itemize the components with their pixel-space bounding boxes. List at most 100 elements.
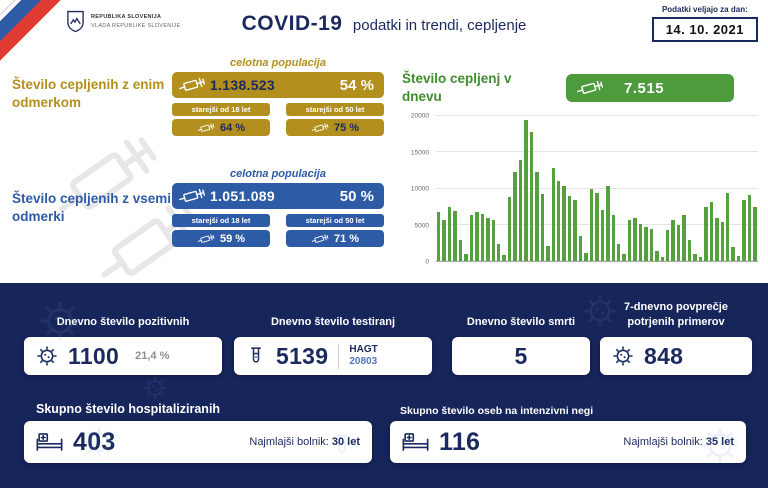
chart-bar — [747, 195, 752, 261]
chart-bar — [704, 207, 708, 261]
age-18-group: starejši od 18 let 64 % — [172, 103, 270, 136]
chart-bar — [655, 250, 659, 261]
card-daily-deaths: Dnevno število smrti 5 — [452, 293, 590, 375]
chart-ytick-label: 10000 — [410, 185, 429, 193]
youngest-value: 35 let — [705, 436, 734, 448]
age-18-label: starejši od 18 let — [172, 214, 270, 227]
chart-bar — [715, 218, 719, 261]
chart-bar — [573, 200, 577, 261]
test-tube-icon — [246, 346, 266, 366]
hospitalized-value: 403 — [73, 427, 116, 456]
bed-icon — [402, 432, 429, 452]
population-label: celotna populacija — [230, 168, 326, 180]
chart-bar — [616, 243, 621, 261]
chart-bar — [682, 214, 686, 261]
chart-bar — [507, 197, 512, 261]
chart-bar — [556, 181, 561, 261]
icu-title: Skupno število oseb na intenzivni negi — [400, 405, 594, 417]
chart-bar — [633, 217, 637, 261]
card-title: Dnevno število pozitivnih — [56, 315, 190, 328]
chart-bar — [671, 220, 675, 261]
chart-plot — [436, 116, 758, 261]
chart-yaxis: 0 5000 10000 15000 20000 — [404, 113, 432, 266]
stat-box: 848 — [600, 337, 752, 375]
page-title: COVID-19 podatki in trendi, cepljenje — [242, 12, 527, 36]
age-50-group: starejši od 50 let 75 % — [286, 103, 384, 136]
chart-bar — [496, 243, 501, 261]
decorative-virus-icon — [142, 375, 168, 401]
icu-youngest-note: Najmlajši bolnik: 35 let — [623, 436, 734, 448]
chart-bar — [491, 220, 495, 261]
chart-bar — [693, 253, 697, 261]
age-18-percent: 64 % — [219, 121, 246, 134]
chart-bar — [437, 211, 441, 261]
chart-bar — [666, 229, 670, 261]
date-section: Podatki veljajo za dan: 14. 10. 2021 — [651, 5, 758, 42]
age-50-percent: 71 % — [333, 232, 360, 245]
tests-value: 5139 — [276, 342, 329, 369]
stat-box: 5139 HAGT 20803 — [234, 337, 432, 375]
chart-bar — [753, 206, 757, 261]
population-label: celotna populacija — [230, 57, 326, 69]
hospitalized-title: Skupno število hospitaliziranih — [36, 402, 221, 416]
chart-bar — [540, 193, 545, 261]
syringe-icon — [310, 120, 330, 135]
all-doses-total-bar: 1.051.089 50 % — [172, 183, 384, 209]
chart-bar — [731, 246, 735, 261]
syringe-icon — [574, 76, 605, 99]
first-dose-percent: 54 % — [339, 76, 374, 94]
card-title: 7-dnevno povprečje potrjenih primerov — [624, 301, 728, 328]
syringe-icon — [196, 120, 216, 135]
chart-bar — [600, 209, 605, 261]
youngest-label: Najmlajši bolnik: — [623, 436, 703, 448]
chart-bar — [524, 120, 528, 261]
government-brand: REPUBLIKA SLOVENIJA VLADA REPUBLIKE SLOV… — [66, 9, 180, 34]
card-daily-positives: Dnevno število pozitivnih 1100 21,4 % — [24, 293, 222, 375]
virus-icon — [36, 345, 58, 367]
age-18-value: 64 % — [172, 119, 270, 136]
hagt-value: 20803 — [349, 356, 378, 367]
chart-bar — [649, 229, 654, 261]
chart-bar — [644, 226, 648, 261]
chart-bar — [676, 224, 681, 261]
average-value: 848 — [644, 342, 684, 369]
icu-value: 116 — [439, 427, 481, 456]
chart-ytick-label: 15000 — [410, 149, 429, 156]
chart-bar — [535, 171, 539, 261]
syringe-icon — [196, 231, 216, 246]
youngest-value: 30 let — [331, 436, 360, 448]
date-value: 14. 10. 2021 — [651, 17, 758, 42]
chart-bar — [742, 200, 746, 261]
chart-bar — [584, 253, 588, 261]
bed-icon — [36, 432, 63, 452]
chart-bar — [627, 220, 632, 261]
positives-percent-note: 21,4 % — [135, 350, 170, 362]
all-doses-count: 1.051.089 — [210, 188, 275, 204]
gov-line2: VLADA REPUBLIKE SLOVENIJE — [91, 22, 181, 29]
first-dose-count: 1.138.523 — [210, 77, 275, 93]
chart-bar — [518, 160, 523, 261]
age-50-value: 75 % — [286, 119, 384, 136]
chart-bar — [709, 202, 714, 261]
daily-statistics-section: Dnevno število pozitivnih 1100 21,4 % Dn… — [0, 283, 768, 488]
chart-bar — [551, 168, 555, 261]
chart-bar — [562, 185, 566, 261]
chart-bar — [464, 254, 468, 261]
chart-bar — [453, 210, 457, 261]
title-subtitle: podatki in trendi, cepljenje — [352, 17, 527, 34]
positives-value: 1100 — [68, 342, 120, 369]
age-50-label: starejši od 50 let — [286, 103, 384, 116]
first-dose-total-bar: 1.138.523 54 % — [172, 72, 384, 98]
syringe-icon — [176, 73, 207, 96]
card-daily-tests: Dnevno število testiranj 5139 HAGT 20803 — [234, 293, 432, 375]
chart-bar — [469, 215, 474, 261]
chart-bar — [660, 256, 665, 261]
chart-bar — [480, 213, 485, 261]
government-name: REPUBLIKA SLOVENIJA VLADA REPUBLIKE SLOV… — [91, 13, 180, 31]
hospitalized-youngest-note: Najmlajši bolnik: 30 let — [249, 436, 360, 448]
age-50-label: starejši od 50 let — [286, 214, 384, 227]
stat-box: 5 — [452, 337, 590, 375]
title-covid: COVID-19 — [241, 12, 343, 35]
all-doses-age-groups: starejši od 18 let 59 % starejši od 50 l… — [172, 214, 384, 247]
age-18-percent: 59 % — [219, 232, 246, 245]
